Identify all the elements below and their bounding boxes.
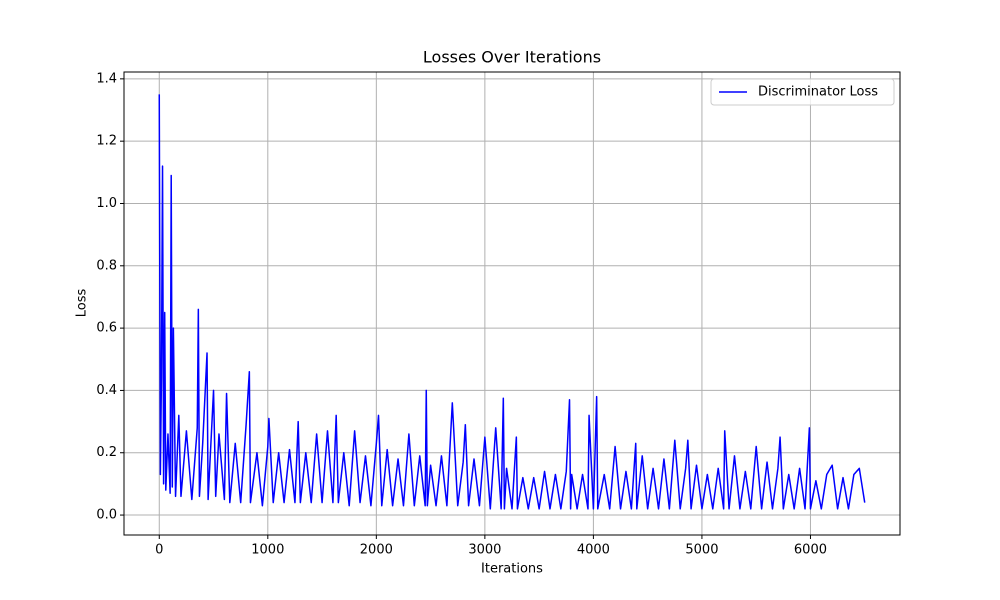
x-tick-label: 5000 — [685, 543, 718, 558]
axes-frame — [123, 71, 901, 536]
chart-title: Losses Over Iterations — [423, 48, 601, 67]
line-series — [158, 94, 866, 510]
x-tick-label: 3000 — [468, 543, 501, 558]
y-tick-label: 0.2 — [96, 445, 117, 460]
y-tick-label: 1.4 — [96, 71, 117, 86]
y-tick-label: 0.6 — [96, 321, 117, 336]
y-axis-label: Loss — [75, 289, 90, 318]
x-tick-label: 6000 — [794, 543, 827, 558]
x-tick-label: 4000 — [577, 543, 610, 558]
x-tick-label: 1000 — [251, 543, 284, 558]
x-tick-label: 0 — [155, 543, 163, 558]
x-axis-label: Iterations — [481, 562, 543, 577]
y-tick-label: 0.0 — [96, 508, 117, 523]
legend-label: Discriminator Loss — [758, 85, 878, 100]
y-tick-label: 0.4 — [96, 383, 117, 398]
legend-box — [710, 78, 895, 106]
y-tick-label: 1.2 — [96, 134, 117, 149]
y-tick-label: 0.8 — [96, 258, 117, 273]
x-tick-label: 2000 — [360, 543, 393, 558]
y-tick-label: 1.0 — [96, 196, 117, 211]
